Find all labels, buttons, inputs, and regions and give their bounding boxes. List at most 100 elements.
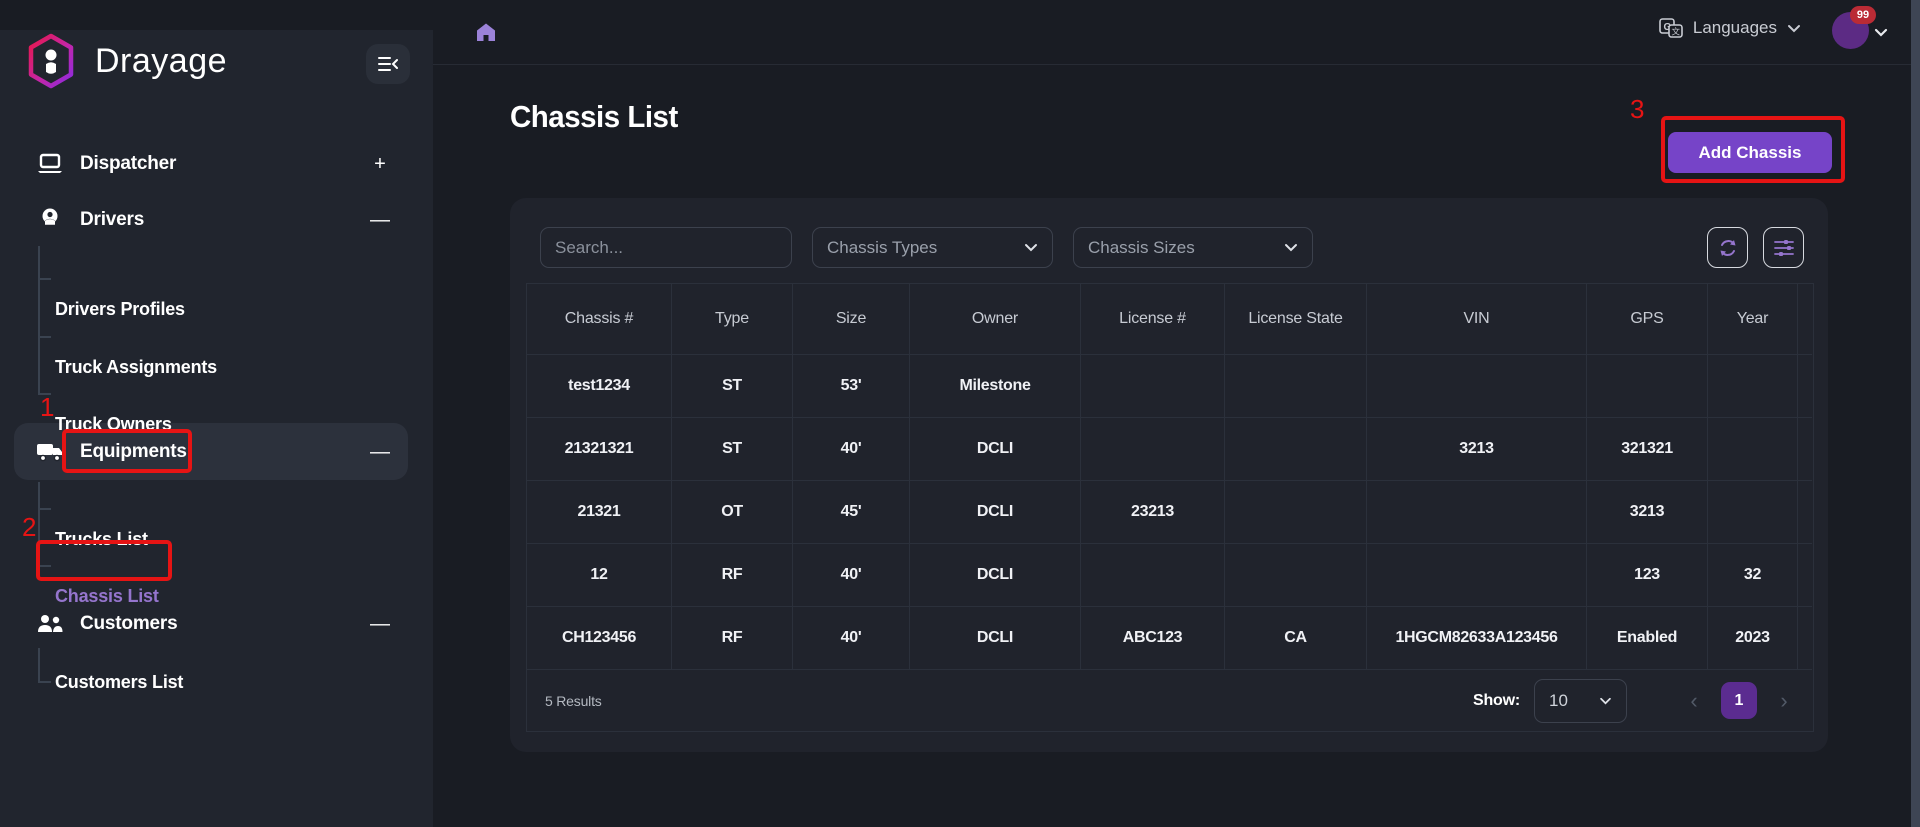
table-cell: test1234 bbox=[527, 355, 672, 418]
table-cell: 12 bbox=[527, 544, 672, 607]
table-cell: 40' bbox=[793, 418, 910, 481]
sidebar-item-drivers-profiles[interactable]: Drivers Profiles bbox=[0, 287, 433, 331]
people-icon bbox=[36, 613, 64, 635]
next-page-chevron[interactable]: › bbox=[1780, 687, 1788, 713]
table-cell: OT bbox=[672, 481, 793, 544]
sidebar-item-chassis-list[interactable]: Chassis List bbox=[0, 574, 433, 618]
table-header-cell: License # bbox=[1081, 284, 1225, 355]
table-header-cell: Size bbox=[793, 284, 910, 355]
table-cell: 123 bbox=[1587, 544, 1708, 607]
tree-line-equipments bbox=[38, 482, 40, 566]
user-menu-chevron-icon[interactable] bbox=[1874, 28, 1888, 37]
table-header-cell: GPS bbox=[1587, 284, 1708, 355]
table-cell bbox=[1367, 481, 1587, 544]
chassis-sizes-select[interactable]: Chassis Sizes bbox=[1073, 227, 1313, 268]
sidebar-item-label: Truck Owners bbox=[55, 413, 172, 434]
table-cell: 23213 bbox=[1081, 481, 1225, 544]
table-cell: 3213 bbox=[1587, 481, 1708, 544]
prev-page-chevron[interactable]: ‹ bbox=[1690, 687, 1698, 713]
table-cell: RF bbox=[672, 544, 793, 607]
table-cell: 1HGCM82633A123456 bbox=[1367, 607, 1587, 670]
table-cell bbox=[1225, 355, 1367, 418]
page-scrollbar[interactable] bbox=[1911, 0, 1920, 827]
filter-settings-button[interactable] bbox=[1763, 227, 1804, 268]
chassis-list-card: Chassis Types Chassis Sizes Chassis #Typ… bbox=[510, 198, 1828, 752]
annotation-number-3: 3 bbox=[1630, 94, 1645, 124]
topbar: G 文 Languages bbox=[433, 0, 1911, 65]
collapse-minus-icon[interactable]: — bbox=[370, 208, 390, 231]
chassis-types-select[interactable]: Chassis Types bbox=[812, 227, 1053, 268]
table-header-cell: VIN bbox=[1367, 284, 1587, 355]
person-icon bbox=[36, 208, 64, 232]
table-cell bbox=[1708, 355, 1798, 418]
collapse-minus-icon[interactable]: — bbox=[370, 612, 390, 635]
table-cell: 21321321 bbox=[527, 418, 672, 481]
user-menu[interactable]: 99 bbox=[1832, 6, 1876, 50]
brand-logo[interactable]: Drayage bbox=[27, 33, 227, 89]
table-header-cell: Chassis # bbox=[527, 284, 672, 355]
table-cell: 321321 bbox=[1587, 418, 1708, 481]
svg-text:G: G bbox=[1663, 22, 1671, 33]
table-cell: CH123456 bbox=[527, 607, 672, 670]
table-cell bbox=[1225, 481, 1367, 544]
table-header-cell: License State bbox=[1225, 284, 1367, 355]
table-header-cell: Type bbox=[672, 284, 793, 355]
table-cell bbox=[1708, 418, 1798, 481]
sidebar-collapse-button[interactable] bbox=[366, 44, 410, 84]
table-cell bbox=[1708, 481, 1798, 544]
page-1-button[interactable]: 1 bbox=[1721, 682, 1757, 719]
results-count: 5 Results bbox=[545, 692, 602, 709]
page-size-select[interactable]: 10 bbox=[1534, 678, 1627, 723]
table-cell bbox=[1798, 607, 1812, 670]
table-cell: 53' bbox=[793, 355, 910, 418]
chevron-down-icon bbox=[1788, 24, 1800, 32]
sidebar-item-customers-list[interactable]: Customers List bbox=[0, 660, 433, 704]
collapse-minus-icon[interactable]: — bbox=[370, 440, 390, 463]
table-cell bbox=[1081, 418, 1225, 481]
home-icon[interactable] bbox=[475, 22, 497, 47]
table-cell: ST bbox=[672, 418, 793, 481]
table-cell: Milestone bbox=[910, 355, 1081, 418]
sidebar-item-label: Equipments bbox=[80, 441, 187, 462]
table-cell: DCLI bbox=[910, 481, 1081, 544]
chevron-down-icon bbox=[1600, 697, 1611, 704]
sidebar-item-dispatcher[interactable]: Dispatcher + bbox=[0, 142, 433, 186]
table-cell: DCLI bbox=[910, 544, 1081, 607]
table-cell: DCLI bbox=[910, 607, 1081, 670]
chassis-table: Chassis # Type Size Owner License # License S… bbox=[526, 283, 1814, 732]
table-header-cell: Owner bbox=[910, 284, 1081, 355]
table-cell bbox=[1081, 355, 1225, 418]
sidebar-item-drivers[interactable]: Drivers — bbox=[0, 198, 433, 242]
chevron-down-icon bbox=[1025, 244, 1037, 252]
languages-menu[interactable]: G 文 Languages bbox=[1659, 18, 1801, 38]
sidebar-item-label: Chassis List bbox=[55, 585, 159, 606]
sidebar-item-equipments[interactable]: Equipments — bbox=[0, 430, 433, 474]
page-title: Chassis List bbox=[510, 99, 678, 134]
sidebar-item-label: Customers List bbox=[55, 671, 184, 692]
add-chassis-button[interactable]: Add Chassis bbox=[1668, 132, 1832, 173]
expand-plus-icon[interactable]: + bbox=[374, 152, 386, 175]
search-input[interactable] bbox=[540, 227, 792, 268]
table-cell bbox=[1798, 481, 1812, 544]
languages-icon: G 文 bbox=[1659, 18, 1683, 38]
tree-tick bbox=[38, 565, 51, 567]
tree-tick bbox=[38, 508, 51, 510]
annotation-box-add-chassis bbox=[1661, 116, 1845, 183]
languages-label: Languages bbox=[1692, 18, 1777, 37]
refresh-button[interactable] bbox=[1707, 227, 1748, 268]
refresh-icon bbox=[1720, 239, 1735, 256]
sidebar-item-customers[interactable]: Customers — bbox=[0, 602, 433, 646]
chassis-sizes-label: Chassis Sizes bbox=[1088, 237, 1195, 257]
annotation-number-1: 1 bbox=[40, 392, 55, 422]
table-cell: 45' bbox=[793, 481, 910, 544]
table-cell bbox=[1367, 355, 1587, 418]
table-cell: 40' bbox=[793, 544, 910, 607]
table-cell: 21321 bbox=[527, 481, 672, 544]
table-cell: DCLI bbox=[910, 418, 1081, 481]
sidebar-item-label: Customers bbox=[80, 613, 178, 634]
sidebar-item-truck-owners[interactable]: Truck Owners bbox=[0, 402, 433, 446]
annotation-box-chassis-list bbox=[36, 540, 172, 581]
sidebar-item-truck-assignments[interactable]: Truck Assignments bbox=[0, 345, 433, 389]
tree-line-drivers bbox=[38, 246, 40, 394]
tree-line-customers bbox=[38, 648, 40, 682]
